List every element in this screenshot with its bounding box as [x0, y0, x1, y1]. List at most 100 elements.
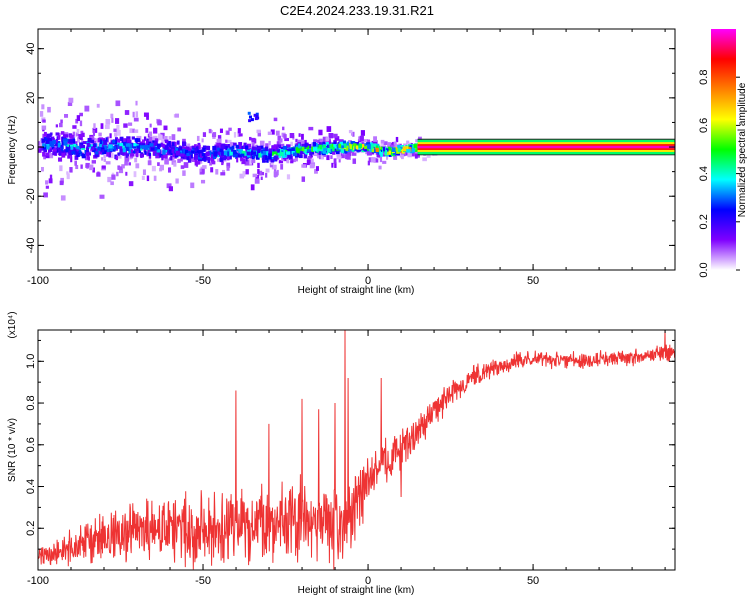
spectrogram-cell — [203, 153, 206, 159]
spectrogram-cell — [42, 143, 46, 148]
spectrogram-cell — [63, 134, 69, 138]
spectrogram-cell — [194, 144, 197, 149]
spectrogram-cell — [52, 145, 58, 151]
x-tick-label: -50 — [195, 575, 211, 587]
spectrogram-cell — [122, 151, 125, 156]
spectrogram-cell — [210, 154, 215, 159]
spectrogram-cell — [341, 145, 345, 149]
spectrogram-cell — [251, 142, 255, 148]
spectrogram-cell — [103, 145, 107, 150]
spectrogram-cell — [193, 148, 197, 152]
spectrogram-cell — [302, 146, 305, 152]
spectrogram-cell — [313, 147, 318, 152]
spectrogram-cell — [45, 154, 50, 159]
spectrogram-cell — [297, 139, 303, 143]
spectrogram-cell — [57, 142, 61, 148]
spectrogram-cell — [81, 153, 86, 159]
spectrogram-cell — [69, 134, 74, 139]
spectrogram-cell — [149, 123, 152, 128]
spectrogram-cell — [60, 195, 66, 201]
spectrogram-cell — [225, 139, 228, 143]
spectrogram-cell — [97, 147, 101, 151]
spectrogram-cell — [257, 162, 260, 168]
spectrogram-cell — [384, 149, 388, 155]
spectrogram-cell — [299, 151, 303, 156]
spectrogram-cell — [156, 146, 160, 152]
snr-xlabel: Height of straight line (km) — [298, 585, 415, 596]
spectrogram-cell — [52, 139, 56, 145]
spectrogram-cell — [64, 151, 67, 156]
spectrogram-cell — [411, 147, 416, 153]
spectrogram-cell — [352, 143, 357, 147]
spectrogram-cell — [345, 145, 349, 151]
spectrogram-cell — [117, 166, 122, 170]
spectrogram-cell — [295, 138, 298, 143]
spectrogram-cell — [62, 136, 67, 140]
spectrogram-cell — [72, 125, 77, 129]
spectrogram-cell — [406, 149, 411, 153]
spectrogram-cell — [257, 146, 262, 151]
spectrogram-cell — [379, 156, 383, 163]
spectrogram-cell — [179, 148, 184, 153]
spectrogram-cell — [238, 142, 243, 146]
spectrogram-cell — [223, 150, 228, 156]
spectrogram-cell — [242, 158, 246, 164]
spectrogram-cell — [322, 149, 327, 154]
spectrogram-cell — [216, 138, 222, 143]
spectrogram-cell — [336, 143, 340, 149]
spectrogram-cell — [346, 150, 352, 157]
spectrogram-cell — [231, 145, 235, 150]
spectrogram-cell — [168, 136, 173, 140]
spectrogram-cell — [265, 172, 268, 178]
spectrogram-cell — [168, 140, 171, 145]
spectrogram-cell — [74, 155, 79, 160]
spectrogram-cell — [315, 166, 319, 171]
spectrogram-cell — [371, 148, 375, 153]
spectrogram-cell — [39, 111, 44, 117]
spectrogram-cell — [225, 145, 228, 151]
spectrogram-cell — [85, 147, 90, 153]
spectrogram-cell — [370, 144, 374, 150]
spectrogram-cell — [262, 158, 266, 163]
spectrogram-cell — [154, 138, 159, 142]
spectrogram-cell — [48, 137, 51, 143]
spectrogram-cell — [277, 144, 281, 148]
spectrogram-cell — [182, 155, 187, 160]
spectrogram-cell — [95, 151, 99, 155]
spectrogram-cell — [197, 158, 203, 162]
colorbar-tick-label: 0.4 — [698, 166, 710, 181]
spectrogram-cell — [367, 144, 371, 149]
spectrogram-cell — [211, 132, 217, 138]
spectrogram-cell — [45, 140, 50, 145]
spectrogram-cell — [287, 155, 292, 159]
spectrogram-cell — [132, 111, 135, 118]
spectrogram-cell — [340, 148, 345, 153]
spectrogram-cell — [200, 179, 206, 184]
spectrogram-cell — [352, 158, 357, 164]
spectrogram-cell — [115, 118, 120, 124]
spectrogram-cell — [272, 146, 275, 152]
spectrogram-cell — [246, 158, 252, 165]
spectrogram-cell — [115, 134, 118, 139]
spectrogram-cell — [210, 167, 214, 173]
spectrogram-cell — [49, 148, 53, 152]
spectrogram-cell — [277, 149, 280, 153]
spectrogram-cell — [113, 128, 117, 132]
spectrogram-cell — [219, 128, 223, 133]
spectrogram-cell — [68, 97, 74, 103]
spectrogram-cell — [121, 164, 125, 169]
spectrogram-cell — [250, 184, 255, 191]
spectrogram-cell — [260, 176, 263, 181]
spectrogram-cell — [103, 152, 106, 159]
spectrogram-cell — [268, 152, 272, 158]
spectrogram-cell — [143, 136, 147, 141]
spectrogram-cell — [291, 147, 295, 152]
x-tick-label: -50 — [195, 275, 211, 287]
spectrogram-cell — [128, 149, 133, 155]
spectrogram-cell — [99, 142, 102, 148]
spectrogram-cell — [74, 160, 78, 166]
spectrogram-cell — [201, 168, 205, 174]
x-tick-label: 0 — [365, 275, 371, 287]
spectrogram-cell — [130, 153, 135, 157]
spectrogram-cell — [69, 146, 74, 150]
